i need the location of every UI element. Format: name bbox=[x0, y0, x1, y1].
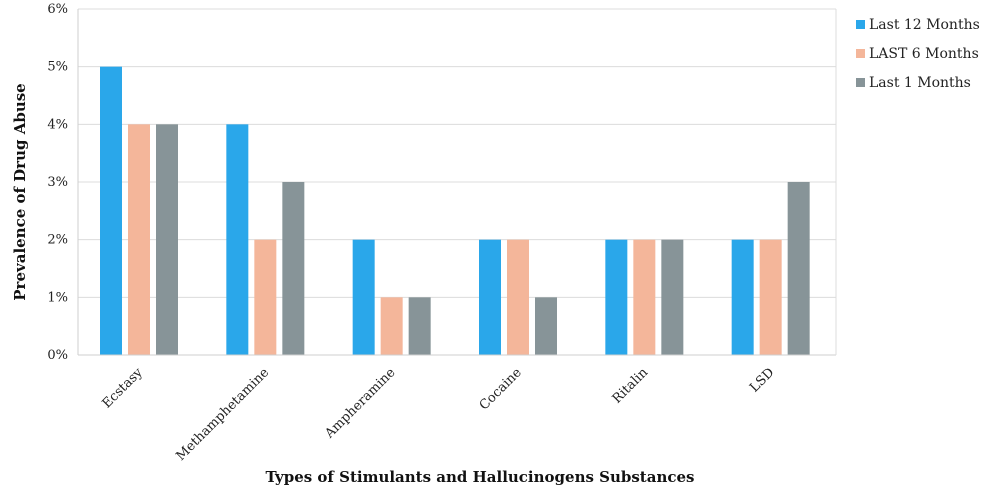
legend-swatch bbox=[856, 78, 865, 87]
x-tick-label: Ritalin bbox=[610, 365, 652, 407]
bar bbox=[408, 297, 431, 355]
x-tick-label: Cocaine bbox=[477, 365, 525, 413]
bar bbox=[535, 297, 557, 355]
bar bbox=[100, 66, 122, 356]
legend-swatch bbox=[856, 49, 865, 58]
legend-label: Last 12 Months bbox=[869, 17, 980, 33]
bar bbox=[731, 239, 754, 355]
y-tick-label: 3% bbox=[47, 175, 68, 190]
bar bbox=[759, 239, 782, 355]
legend: Last 12 Months LAST 6 Months Last 1 Months bbox=[856, 17, 980, 91]
y-tick-label: 6% bbox=[47, 2, 68, 17]
y-tick-label: 1% bbox=[47, 290, 68, 305]
bar bbox=[282, 182, 305, 355]
bar bbox=[605, 239, 628, 355]
legend-label: Last 1 Months bbox=[869, 75, 971, 91]
x-tick-labels: Ecstasy Methamphetamine Ampheramine Cocaine… bbox=[100, 365, 778, 464]
x-tick-label: LSD bbox=[747, 365, 777, 395]
legend-swatch bbox=[856, 20, 865, 29]
gridlines bbox=[78, 8, 836, 298]
x-tick-label: Methamphetamine bbox=[173, 365, 272, 464]
y-tick-label: 0% bbox=[47, 348, 68, 363]
bar bbox=[633, 239, 656, 355]
bar bbox=[226, 124, 249, 355]
bar bbox=[507, 239, 529, 355]
bars bbox=[100, 66, 810, 356]
bar bbox=[128, 124, 150, 355]
bar bbox=[380, 297, 403, 355]
legend-label: LAST 6 Months bbox=[869, 46, 979, 62]
y-axis-title: Prevalence of Drug Abuse bbox=[11, 83, 29, 300]
x-tick-label: Ampheramine bbox=[322, 365, 399, 442]
bar bbox=[352, 239, 375, 355]
axes bbox=[77, 9, 837, 356]
bar bbox=[254, 239, 277, 355]
bar bbox=[787, 182, 810, 355]
bar bbox=[479, 239, 501, 355]
bar bbox=[661, 239, 684, 355]
y-tick-label: 2% bbox=[47, 233, 68, 248]
bar bbox=[156, 124, 178, 355]
y-tick-label: 5% bbox=[47, 60, 68, 75]
y-tick-labels: 0% 1% 2% 3% 4% 5% 6% bbox=[47, 2, 68, 363]
x-axis-title: Types of Stimulants and Hallucinogens Su… bbox=[266, 468, 695, 486]
y-tick-label: 4% bbox=[47, 117, 68, 132]
x-tick-label: Ecstasy bbox=[100, 365, 147, 412]
